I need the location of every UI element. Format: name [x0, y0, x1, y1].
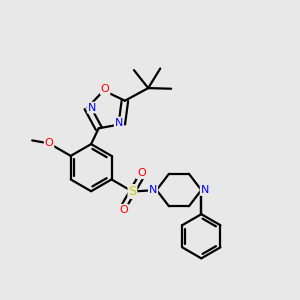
Text: N: N	[201, 185, 209, 195]
Text: O: O	[45, 138, 53, 148]
Text: N: N	[149, 185, 157, 195]
Text: N: N	[115, 118, 123, 128]
Text: S: S	[128, 185, 136, 198]
Text: N: N	[88, 103, 96, 112]
Text: O: O	[137, 168, 146, 178]
Text: O: O	[119, 205, 128, 215]
Text: O: O	[101, 84, 110, 94]
